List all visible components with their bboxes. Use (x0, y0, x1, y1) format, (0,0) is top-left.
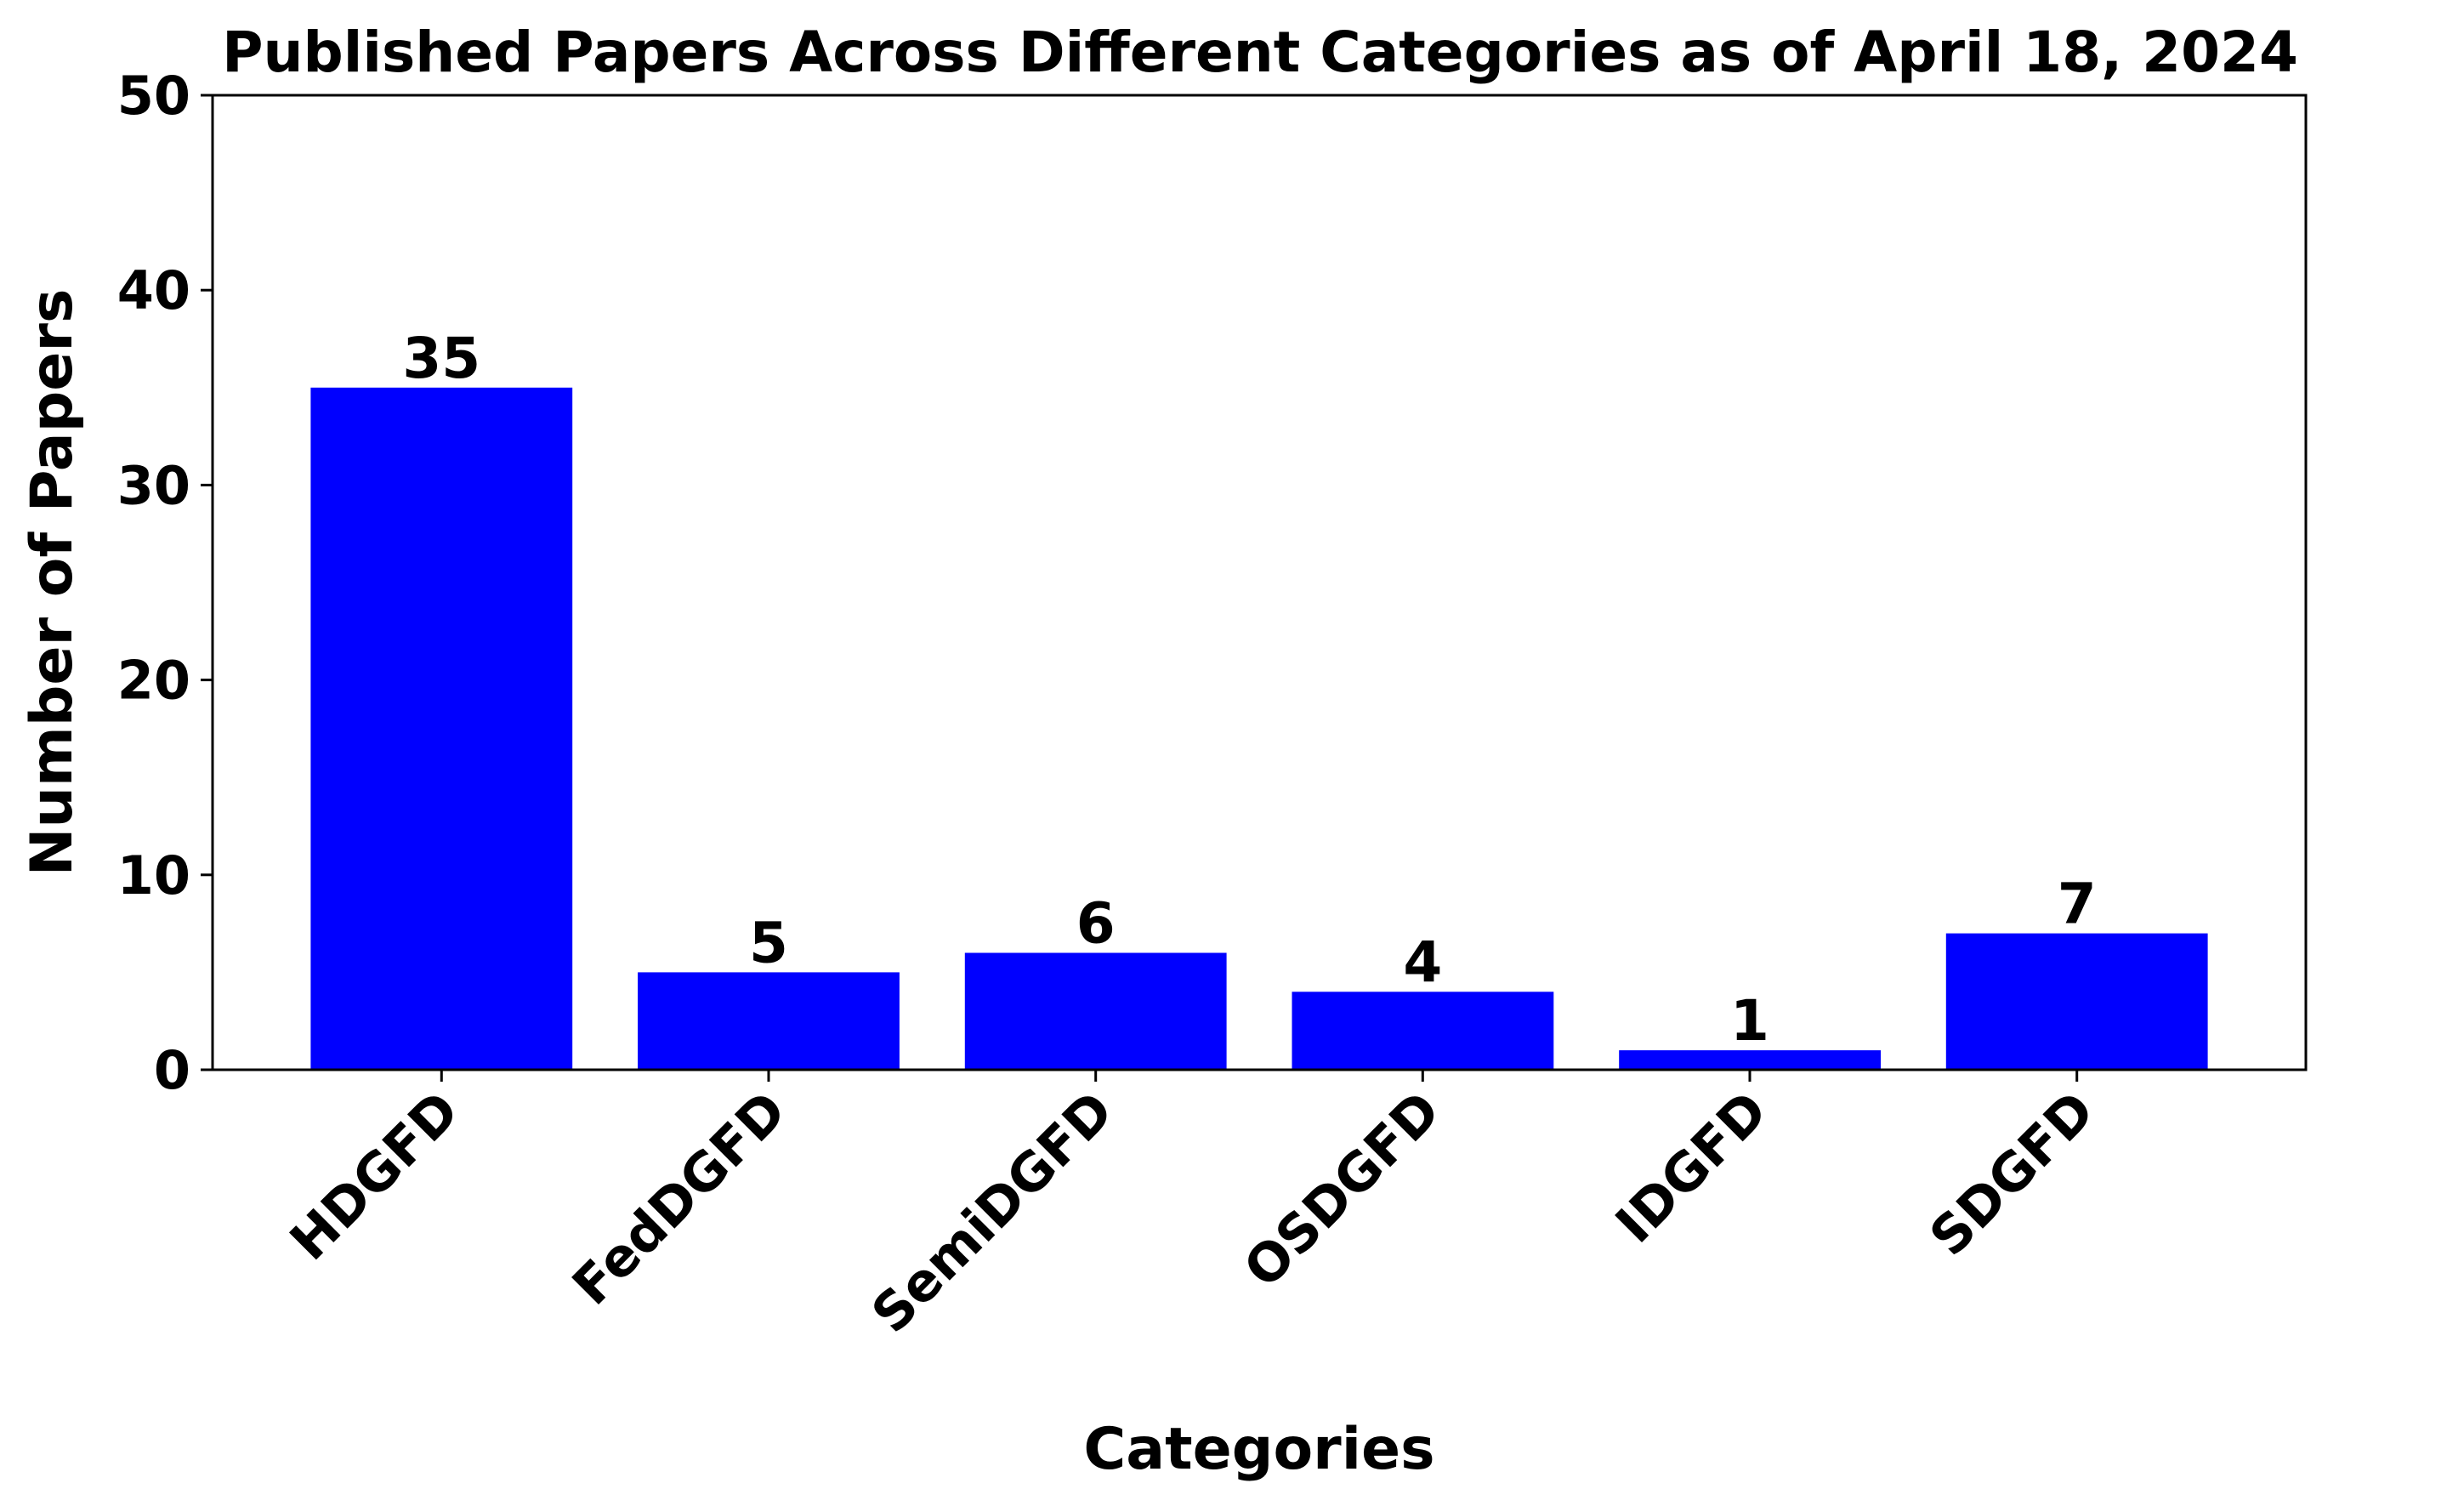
bar-value-label-osdgfd: 4 (1403, 929, 1442, 995)
bar-value-label-idgfd: 1 (1730, 988, 1769, 1054)
x-tick-label-sdgfd: SDGFD (1917, 1079, 2106, 1268)
bar-idgfd (1619, 1050, 1881, 1070)
plot-area-frame (211, 94, 2308, 1071)
y-tick-label-20: 20 (117, 650, 190, 712)
y-tick-label-30: 30 (117, 454, 190, 516)
y-axis-ticks: 0 10 20 30 40 50 (117, 65, 213, 1101)
bar-feddgfd (638, 972, 900, 1070)
chart-title: Published Papers Across Different Catego… (222, 20, 2298, 85)
bar-value-label-sdgfd: 7 (2058, 872, 2097, 937)
bar-value-label-hdgfd: 35 (402, 326, 480, 391)
x-tick-label-idgfd: IDGFD (1604, 1079, 1780, 1255)
bar-sdgfd (1945, 933, 2208, 1070)
x-axis-label: Categories (1083, 1416, 1434, 1483)
bars-group (310, 387, 2208, 1070)
bar-hdgfd (310, 387, 573, 1070)
x-tick-label-osdgfd: OSDGFD (1232, 1079, 1452, 1299)
x-tick-label-hdgfd: HDGFD (278, 1079, 471, 1272)
bar-semidgfd (964, 952, 1227, 1070)
bar-labels-group: 35 5 6 4 1 7 (402, 326, 2096, 1054)
y-tick-label-50: 50 (117, 65, 190, 127)
y-axis-label: Number of Papers (19, 289, 86, 877)
x-tick-label-semidgfd: SemiDGFD (860, 1079, 1125, 1344)
y-tick-label-40: 40 (117, 259, 190, 321)
bar-osdgfd (1292, 992, 1554, 1070)
bar-value-label-semidgfd: 6 (1076, 891, 1116, 957)
bar-value-label-feddgfd: 5 (749, 910, 788, 975)
y-tick-label-0: 0 (154, 1039, 190, 1101)
x-axis-ticks: HDGFD FedDGFD SemiDGFD OSDGFD IDGFD SDGFD (278, 1070, 2106, 1344)
x-tick-label-feddgfd: FedDGFD (560, 1079, 798, 1317)
y-tick-label-10: 10 (117, 844, 190, 906)
